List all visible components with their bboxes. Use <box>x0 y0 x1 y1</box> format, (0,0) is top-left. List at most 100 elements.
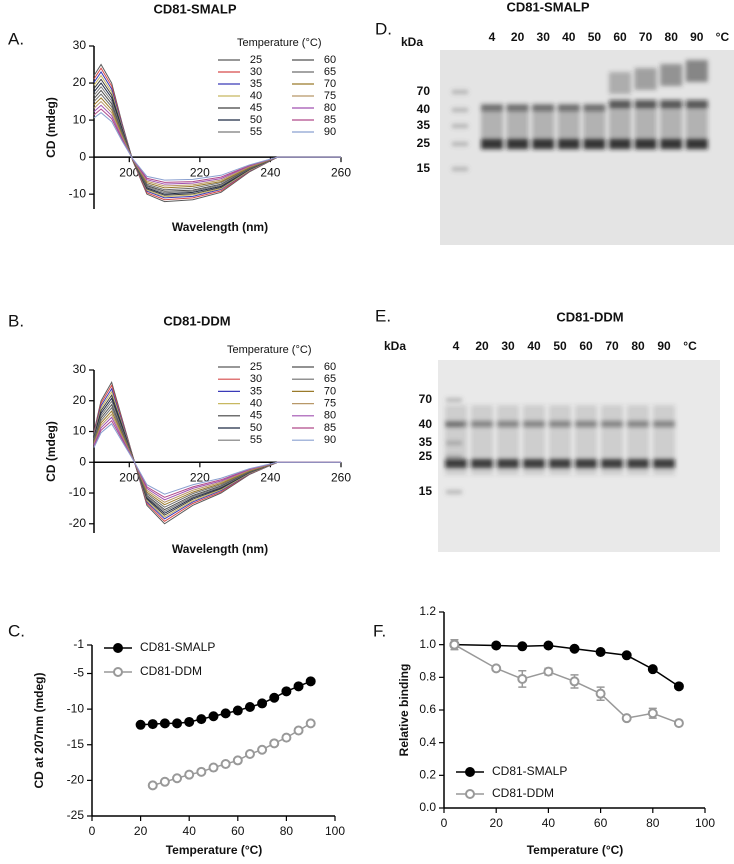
data-point <box>257 744 268 755</box>
data-point <box>281 686 292 697</box>
band <box>660 139 683 149</box>
legend-marker <box>465 789 475 799</box>
legend-label: 75 <box>324 398 336 410</box>
lane-label: 80 <box>665 30 679 44</box>
kda-marker: 15 <box>417 161 431 175</box>
series-line <box>93 112 341 181</box>
band <box>575 459 597 468</box>
legend-marker <box>465 767 475 777</box>
legend-title: Temperature (°C) <box>227 344 311 356</box>
y-tick-label: 0.6 <box>419 702 436 716</box>
data-point <box>232 705 243 716</box>
y-tick-label: 0.8 <box>419 670 436 684</box>
data-point <box>147 719 158 730</box>
data-point <box>449 639 460 650</box>
legend-marker <box>113 667 123 677</box>
y-tick-label: -10 <box>69 485 87 499</box>
legend-label: 85 <box>324 114 336 126</box>
data-point <box>135 719 146 730</box>
band <box>685 100 708 108</box>
data-point <box>184 769 195 780</box>
band <box>532 104 555 111</box>
legend-label: 70 <box>324 78 336 90</box>
band <box>609 72 631 94</box>
band <box>549 459 571 468</box>
lane-label: 50 <box>588 30 602 44</box>
data-point <box>184 716 195 727</box>
x-tick-label: 220 <box>190 165 210 179</box>
y-tick-label: 20 <box>73 75 87 89</box>
band <box>497 421 519 427</box>
data-point <box>220 758 231 769</box>
kda-marker: 40 <box>417 102 431 116</box>
kda-marker: 70 <box>417 84 431 98</box>
series-line <box>93 63 341 203</box>
x-tick-label: 40 <box>183 824 197 838</box>
y-axis-label: Relative binding <box>397 664 411 757</box>
y-tick-label: 0 <box>79 454 86 468</box>
x-tick-label: 80 <box>280 824 294 838</box>
lane-label: 70 <box>605 339 619 353</box>
kda-marker: 15 <box>419 484 433 498</box>
data-point <box>305 676 316 687</box>
band <box>506 104 529 111</box>
band <box>685 60 708 82</box>
data-point <box>305 718 316 729</box>
lane-label: 60 <box>579 339 593 353</box>
legend-label: 35 <box>250 78 262 90</box>
data-point <box>257 698 268 709</box>
band <box>634 139 657 149</box>
y-tick-label: 1.2 <box>419 604 436 618</box>
x-tick-label: 60 <box>594 816 608 830</box>
legend-label: 45 <box>250 410 262 422</box>
data-point <box>647 708 658 719</box>
legend-label: CD81-SMALP <box>492 764 567 778</box>
y-tick-label: 0.2 <box>419 768 436 782</box>
data-point <box>517 673 528 684</box>
x-tick-label: 0 <box>89 824 96 838</box>
series-line <box>93 100 341 187</box>
data-point <box>196 714 207 725</box>
lane-label: 20 <box>475 339 489 353</box>
x-axis-label: Temperature (°C) <box>166 843 263 857</box>
data-point <box>281 732 292 743</box>
x-tick-label: 0 <box>441 816 448 830</box>
kda-label: kDa <box>401 35 423 49</box>
legend-label: 70 <box>324 385 336 397</box>
legend-label: 80 <box>324 410 336 422</box>
series-line <box>93 67 341 201</box>
legend-label: 40 <box>250 90 262 102</box>
data-point <box>621 650 632 661</box>
band <box>557 104 580 111</box>
x-tick-label: 220 <box>190 470 210 484</box>
legend-label: 35 <box>250 385 262 397</box>
band <box>445 421 467 427</box>
band <box>445 459 467 468</box>
data-point <box>232 755 243 766</box>
band <box>660 64 683 86</box>
panel-label: B. <box>8 311 24 330</box>
data-point <box>244 749 255 760</box>
x-tick-label: 100 <box>695 816 715 830</box>
x-tick-label: 20 <box>134 824 148 838</box>
y-tick-label: 0.0 <box>419 800 436 814</box>
lane-label: 60 <box>613 30 627 44</box>
y-axis-label: CD at 207nm (mdeg) <box>32 672 46 788</box>
chart-title: CD81-DDM <box>163 313 230 328</box>
kda-marker: 35 <box>417 118 431 132</box>
x-tick-label: 260 <box>331 470 351 484</box>
panel-label: E. <box>375 306 391 325</box>
data-point <box>244 701 255 712</box>
data-point <box>673 681 684 692</box>
lane-label: 90 <box>690 30 704 44</box>
kda-marker: 35 <box>419 435 433 449</box>
y-tick-label: 30 <box>73 38 87 52</box>
lane-label: 30 <box>537 30 551 44</box>
panel-label: A. <box>8 29 24 48</box>
data-point <box>595 688 606 699</box>
ladder-band <box>446 490 462 494</box>
lane-label: °C <box>683 339 697 353</box>
legend-label: 25 <box>250 54 262 66</box>
band <box>609 100 631 108</box>
y-tick-label: -1 <box>73 637 84 651</box>
